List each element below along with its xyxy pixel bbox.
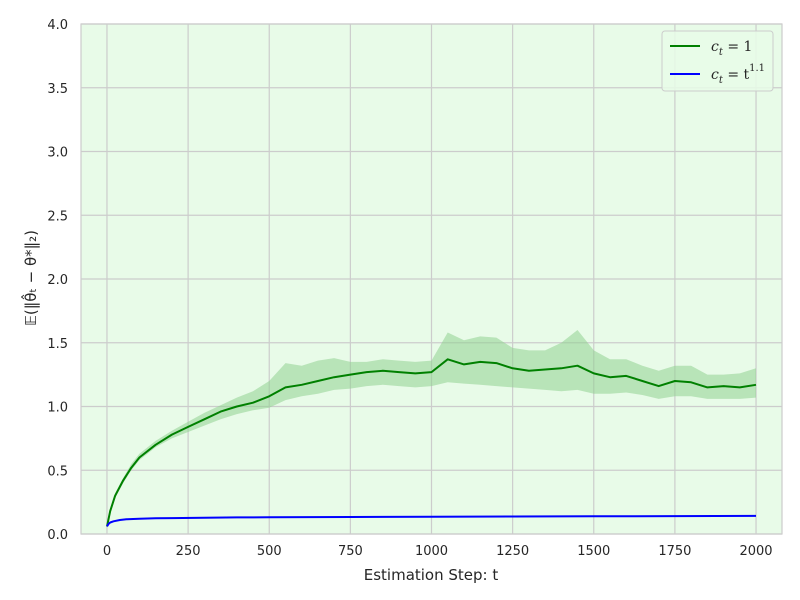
plot-frame	[80, 23, 783, 535]
x-tick-label: 1250	[496, 544, 529, 559]
y-tick-label: 2.0	[47, 273, 68, 288]
legend-label-ct-t11-sup: 1.1	[749, 63, 765, 74]
legend-label-ct-1-sub: t	[719, 47, 724, 58]
x-tick-label: 500	[257, 544, 282, 559]
y-tick-label: 3.5	[47, 82, 68, 97]
x-tick-label: 250	[176, 544, 201, 559]
legend-label-ct-t11: ct = t1.1	[711, 63, 765, 86]
series-layer	[106, 330, 757, 528]
legend-label-ct-1-main: c	[711, 39, 719, 55]
y-tick-label: 2.5	[47, 209, 68, 224]
legend-label-ct-t11-sub: t	[719, 75, 724, 86]
series-1-line	[106, 514, 757, 527]
series-0-line	[106, 358, 757, 527]
y-axis-label: 𝔼(‖θ̂ₜ − θ*‖₂)	[20, 230, 40, 326]
x-tick-label: 1750	[658, 544, 691, 559]
legend-label-ct-t11-main: c	[711, 67, 719, 83]
y-tick-label: 0.0	[47, 528, 68, 543]
legend-label-ct-t11-rest: = t	[723, 67, 750, 83]
x-tick-labels: 0 250 500 750 1000 1250 1500 1750 2000	[103, 544, 773, 559]
y-tick-label: 1.0	[47, 401, 68, 416]
series-0-confidence-band	[107, 330, 756, 528]
y-tick-label: 3.0	[47, 146, 68, 161]
legend-label-ct-1-rest: = 1	[723, 39, 753, 55]
x-axis-label: Estimation Step: t	[364, 566, 499, 584]
x-tick-label: 0	[103, 544, 111, 559]
y-tick-labels: 0.0 0.5 1.0 1.5 2.0 2.5 3.0 3.5 4.0	[47, 18, 68, 543]
y-tick-label: 0.5	[47, 464, 68, 479]
y-tick-label: 4.0	[47, 18, 68, 33]
x-tick-label: 2000	[739, 544, 772, 559]
legend-label-ct-1: ct = 1	[711, 39, 752, 58]
x-tick-label: 750	[338, 544, 363, 559]
y-tick-label: 1.5	[47, 337, 68, 352]
legend: ct = 1 ct = t1.1	[661, 30, 774, 92]
x-tick-label: 1500	[577, 544, 610, 559]
x-tick-label: 1000	[415, 544, 448, 559]
